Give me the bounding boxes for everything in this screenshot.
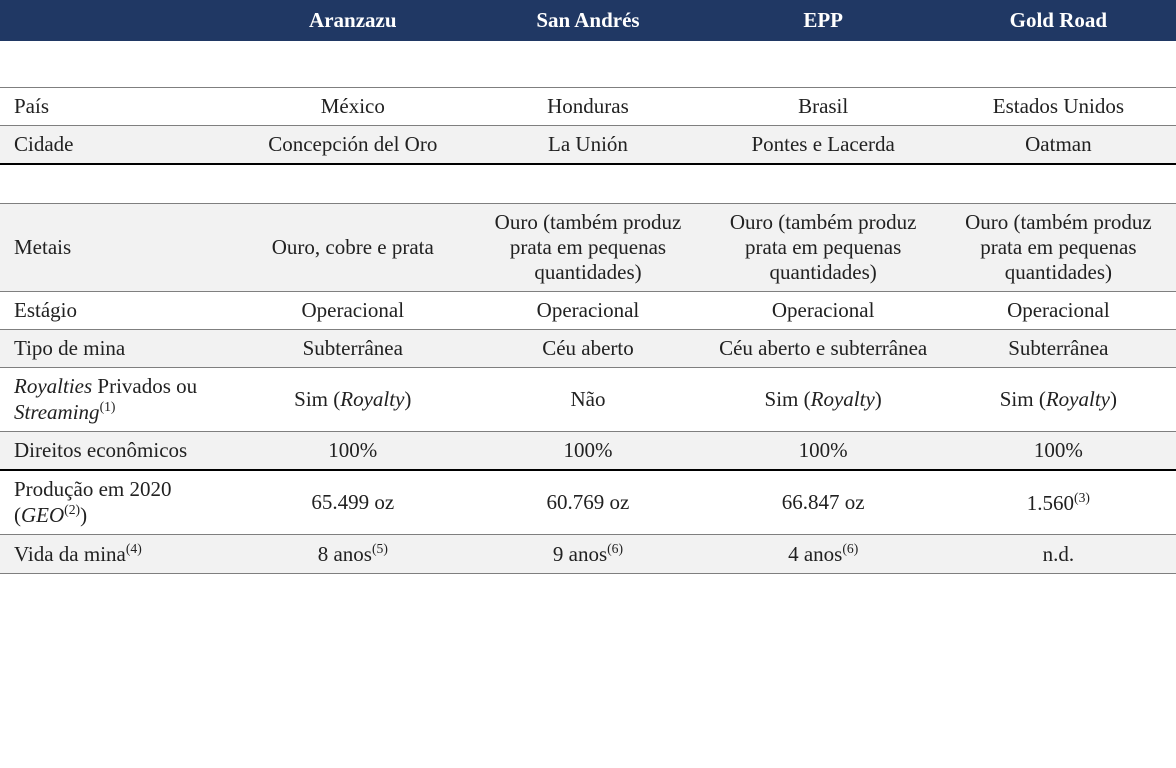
- table-row: Produção em 2020 (GEO(2))65.499 oz60.769…: [0, 470, 1176, 535]
- row-value: Sim (Royalty): [235, 368, 470, 432]
- spacer-row: [0, 164, 1176, 204]
- row-value: Estados Unidos: [941, 88, 1176, 126]
- row-value: Oatman: [941, 126, 1176, 165]
- row-value: 100%: [470, 432, 705, 471]
- header-col-2: San Andrés: [470, 0, 705, 41]
- table-row: EstágioOperacionalOperacionalOperacional…: [0, 292, 1176, 330]
- row-value: 9 anos(6): [470, 535, 705, 574]
- row-value: 100%: [706, 432, 941, 471]
- row-value: Ouro, cobre e prata: [235, 204, 470, 292]
- row-value: Subterrânea: [235, 330, 470, 368]
- row-value: La Unión: [470, 126, 705, 165]
- mines-table: Aranzazu San Andrés EPP Gold Road PaísMé…: [0, 0, 1176, 574]
- table-row: Tipo de minaSubterrâneaCéu abertoCéu abe…: [0, 330, 1176, 368]
- row-value: Operacional: [470, 292, 705, 330]
- row-label: Cidade: [0, 126, 235, 165]
- row-value: Subterrânea: [941, 330, 1176, 368]
- header-col-4: Gold Road: [941, 0, 1176, 41]
- row-label: País: [0, 88, 235, 126]
- table-row: Royalties Privados ou Streaming(1)Sim (R…: [0, 368, 1176, 432]
- row-label: Vida da mina(4): [0, 535, 235, 574]
- row-value: Ouro (também produz prata em pequenas qu…: [470, 204, 705, 292]
- table-row: MetaisOuro, cobre e prataOuro (também pr…: [0, 204, 1176, 292]
- table-body: PaísMéxicoHondurasBrasilEstados UnidosCi…: [0, 41, 1176, 574]
- row-value: México: [235, 88, 470, 126]
- row-value: 100%: [941, 432, 1176, 471]
- table-row: CidadeConcepción del OroLa UniónPontes e…: [0, 126, 1176, 165]
- header-blank: [0, 0, 235, 41]
- row-value: Ouro (também produz prata em pequenas qu…: [706, 204, 941, 292]
- row-value: 1.560(3): [941, 470, 1176, 535]
- header-col-3: EPP: [706, 0, 941, 41]
- header-col-1: Aranzazu: [235, 0, 470, 41]
- row-label: Royalties Privados ou Streaming(1): [0, 368, 235, 432]
- table-row: Direitos econômicos100%100%100%100%: [0, 432, 1176, 471]
- row-value: 8 anos(5): [235, 535, 470, 574]
- row-value: Operacional: [706, 292, 941, 330]
- row-value: Não: [470, 368, 705, 432]
- row-value: n.d.: [941, 535, 1176, 574]
- row-value: Concepción del Oro: [235, 126, 470, 165]
- row-value: 65.499 oz: [235, 470, 470, 535]
- header-row: Aranzazu San Andrés EPP Gold Road: [0, 0, 1176, 41]
- row-value: Operacional: [235, 292, 470, 330]
- spacer-row: [0, 41, 1176, 88]
- row-label: Direitos econômicos: [0, 432, 235, 471]
- row-value: 100%: [235, 432, 470, 471]
- row-value: 60.769 oz: [470, 470, 705, 535]
- row-value: Sim (Royalty): [706, 368, 941, 432]
- row-label: Metais: [0, 204, 235, 292]
- row-value: Céu aberto e subterrânea: [706, 330, 941, 368]
- row-value: Céu aberto: [470, 330, 705, 368]
- row-value: Ouro (também produz prata em pequenas qu…: [941, 204, 1176, 292]
- row-value: Honduras: [470, 88, 705, 126]
- table-row: PaísMéxicoHondurasBrasilEstados Unidos: [0, 88, 1176, 126]
- row-value: Brasil: [706, 88, 941, 126]
- row-label: Produção em 2020 (GEO(2)): [0, 470, 235, 535]
- row-value: Pontes e Lacerda: [706, 126, 941, 165]
- row-label: Tipo de mina: [0, 330, 235, 368]
- row-value: Operacional: [941, 292, 1176, 330]
- row-value: 66.847 oz: [706, 470, 941, 535]
- row-value: 4 anos(6): [706, 535, 941, 574]
- row-value: Sim (Royalty): [941, 368, 1176, 432]
- table-row: Vida da mina(4)8 anos(5)9 anos(6)4 anos(…: [0, 535, 1176, 574]
- row-label: Estágio: [0, 292, 235, 330]
